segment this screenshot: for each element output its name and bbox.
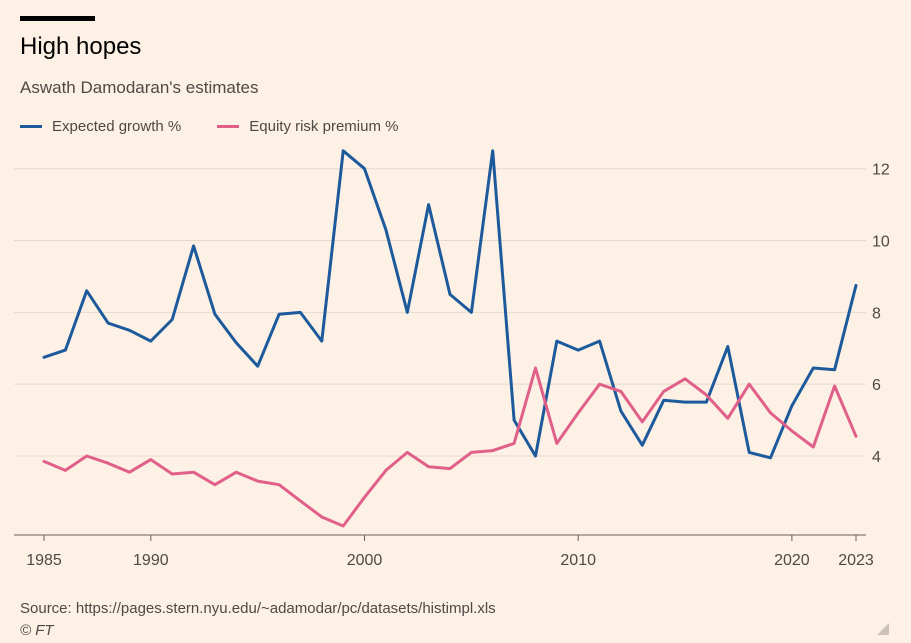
- x-tick-label: 2000: [347, 552, 383, 569]
- y-tick-label: 10: [872, 234, 890, 251]
- legend-item-growth: Expected growth %: [20, 118, 181, 135]
- series-line-equity-risk-premium: [42, 366, 858, 528]
- x-tick-label: 2023: [838, 552, 874, 569]
- legend-label-erp: Equity risk premium %: [249, 118, 399, 135]
- y-tick-label: 12: [872, 162, 890, 179]
- x-tick-label: 1990: [133, 552, 169, 569]
- source-note: Source: https://pages.stern.nyu.edu/~ada…: [20, 600, 496, 617]
- y-tick-label: 8: [872, 305, 881, 322]
- x-tick-label: 2020: [774, 552, 810, 569]
- x-tick-label: 2010: [560, 552, 596, 569]
- title-bar-accent: [20, 16, 95, 21]
- series-line-expected-growth: [42, 149, 858, 460]
- legend: Expected growth % Equity risk premium %: [20, 118, 398, 135]
- legend-swatch-erp: [217, 125, 240, 128]
- x-tick-label: 1985: [26, 552, 62, 569]
- chart-title: High hopes: [20, 33, 142, 60]
- chart-subtitle: Aswath Damodaran's estimates: [20, 78, 259, 97]
- credit-note: © FT: [20, 622, 54, 639]
- legend-item-erp: Equity risk premium %: [217, 118, 398, 135]
- resize-handle-icon[interactable]: [877, 623, 889, 635]
- y-tick-label: 4: [872, 449, 881, 466]
- y-tick-label: 6: [872, 377, 881, 394]
- legend-label-growth: Expected growth %: [52, 118, 182, 135]
- legend-swatch-growth: [20, 125, 42, 128]
